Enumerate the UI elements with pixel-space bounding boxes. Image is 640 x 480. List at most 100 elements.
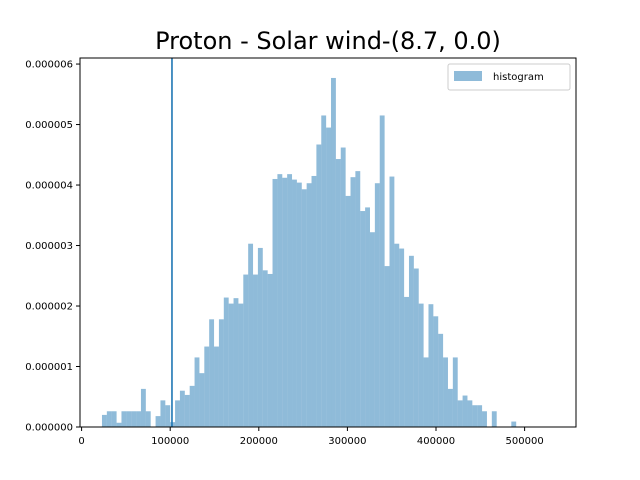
histogram-bar	[350, 177, 356, 427]
x-tick-label: 100000	[151, 436, 189, 447]
histogram-bar	[287, 174, 293, 427]
y-axis: 0.000000 0.000001 0.000002 0.000003 0.000004…	[25, 60, 80, 434]
histogram-bar	[165, 405, 171, 427]
histogram-bar	[477, 405, 483, 427]
histogram-bar	[413, 268, 419, 427]
histogram-bar	[179, 390, 185, 427]
histogram-bar	[408, 255, 414, 427]
histogram-bar	[145, 411, 151, 427]
histogram-bar	[248, 243, 254, 427]
legend-swatch-histogram	[454, 71, 482, 81]
x-tick-label: 500000	[506, 436, 544, 447]
histogram-bar	[384, 266, 390, 427]
legend: histogram	[447, 63, 571, 91]
histogram-bar	[335, 159, 341, 427]
histogram-bar	[316, 144, 322, 427]
histogram-bar	[374, 183, 380, 427]
histogram-bar	[355, 171, 361, 427]
histogram-bar	[433, 316, 439, 427]
histogram-bar	[272, 178, 278, 427]
histogram-bar	[472, 405, 478, 427]
histogram-bar	[482, 411, 487, 427]
histogram-bar	[155, 416, 161, 427]
histogram-bar	[131, 411, 137, 427]
y-tick-label: 0.000004	[25, 181, 73, 192]
plot-area-frame	[79, 57, 577, 428]
chart-title: Proton - Solar wind-(8.7, 0.0)	[155, 27, 501, 55]
histogram-bar	[447, 388, 453, 427]
histogram-bar	[418, 303, 424, 427]
histogram-bar	[223, 297, 229, 427]
histogram-bar	[326, 127, 332, 427]
histogram-bar	[111, 411, 117, 427]
histogram-bar	[394, 243, 400, 427]
histogram-bar	[175, 400, 180, 427]
y-tick-label: 0.000005	[25, 120, 73, 131]
y-tick-label: 0.000002	[25, 302, 73, 313]
histogram-bar	[257, 247, 263, 427]
histogram-bar	[340, 147, 346, 427]
histogram-bar	[365, 207, 370, 427]
histogram-bar	[301, 189, 307, 427]
histogram-bar	[101, 414, 107, 427]
histogram-bar	[467, 400, 473, 427]
x-tick-label: 200000	[240, 436, 278, 447]
histogram-bar	[443, 357, 448, 427]
histogram-bar	[140, 388, 146, 427]
histogram-bar	[292, 179, 297, 427]
histogram-bar	[243, 274, 249, 427]
histogram-bar	[457, 400, 463, 427]
y-tick-label: 0.000003	[25, 241, 73, 252]
histogram-bar	[136, 411, 141, 427]
histogram-bar	[438, 333, 444, 427]
histogram-bar	[238, 303, 244, 427]
histogram-bar	[423, 357, 429, 427]
histogram-bar	[126, 411, 132, 427]
histogram-bar	[233, 298, 239, 427]
histogram-bar	[277, 174, 283, 427]
x-tick-label: 400000	[417, 436, 455, 447]
histogram-bar	[428, 304, 434, 427]
histogram-bar	[184, 394, 190, 427]
histogram-bar	[214, 346, 219, 427]
histogram-bar	[462, 395, 468, 427]
legend-box	[447, 63, 571, 91]
histogram-bar	[331, 77, 336, 428]
histogram-bars	[101, 77, 517, 428]
y-tick-label: 0.000001	[25, 362, 73, 373]
histogram-bar	[194, 357, 200, 427]
histogram-bar	[321, 115, 327, 427]
histogram-bar	[404, 296, 409, 427]
histogram-bar	[379, 115, 385, 427]
histogram-bar	[370, 232, 375, 427]
histogram-bar	[311, 175, 317, 427]
y-tick-label: 0.000000	[25, 423, 73, 434]
histogram-bar	[106, 411, 112, 427]
x-tick-label: 300000	[328, 436, 366, 447]
histogram-bar	[228, 303, 234, 427]
x-axis: 0 100000 200000 300000 400000 500000	[78, 427, 544, 447]
histogram-bar	[511, 421, 517, 427]
legend-label-histogram: histogram	[493, 72, 544, 83]
histogram-bar	[389, 176, 395, 427]
histogram-bar	[204, 346, 210, 427]
histogram-bar	[262, 270, 268, 427]
histogram-bar	[399, 248, 405, 427]
x-tick-label: 0	[78, 436, 84, 447]
histogram-bar	[189, 385, 195, 427]
histogram-bar	[306, 183, 312, 427]
histogram-bar	[218, 319, 224, 427]
histogram-bar	[116, 422, 122, 427]
histogram-bar	[160, 400, 166, 427]
histogram-bar	[360, 211, 366, 427]
histogram-bar	[209, 319, 215, 427]
histogram-bar	[345, 195, 351, 427]
y-tick-label: 0.000006	[25, 60, 73, 71]
histogram-bar	[296, 182, 302, 427]
histogram-bar	[491, 411, 497, 427]
histogram-bar	[452, 357, 458, 427]
histogram-bar	[121, 411, 127, 427]
histogram-bar	[282, 177, 288, 427]
histogram-bar	[267, 273, 273, 427]
histogram-bar	[253, 274, 258, 427]
